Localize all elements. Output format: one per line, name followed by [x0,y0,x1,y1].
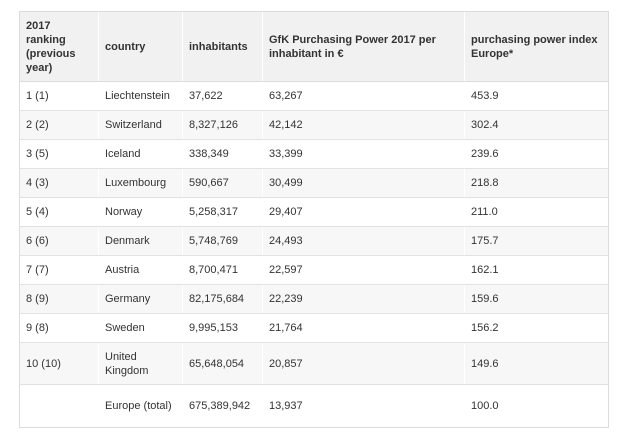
cell-gfk: 22,239 [263,285,465,313]
cell-gfk: 21,764 [263,314,465,342]
table-row: 1 (1) Liechtenstein 37,622 63,267 453.9 [20,82,608,111]
table-row: 2 (2) Switzerland 8,327,126 42,142 302.4 [20,111,608,140]
cell-gfk: 22,597 [263,256,465,284]
cell-index: 211.0 [471,206,498,218]
cell-index: 175.7 [471,235,499,247]
table-row: 3 (5) Iceland 338,349 33,399 239.6 [20,140,608,169]
cell-index: 453.9 [471,90,499,102]
cell-country: Sweden [99,314,183,342]
cell-ranking: 6 (6) [20,227,99,255]
cell-inhabitants: 65,648,054 [183,343,263,384]
cell-inhabitants: 5,258,317 [183,198,263,226]
cell-ranking: 8 (9) [20,285,99,313]
cell-ranking [20,385,99,427]
cell-inhabitants: 8,700,471 [183,256,263,284]
cell-ranking: 2 (2) [20,111,99,139]
header-inhabitants: inhabitants [183,12,263,81]
header-gfk-purchasing-power: GfK Purchasing Power 2017 per inhabitant… [263,12,465,81]
cell-gfk: 33,399 [263,140,465,168]
cell-inhabitants: 8,327,126 [183,111,263,139]
cell-ranking: 7 (7) [20,256,99,284]
cell-index: 156.2 [471,322,499,334]
cell-gfk: 42,142 [263,111,465,139]
table-header-row: 2017 ranking (previous year) country inh… [20,12,608,82]
cell-country: Norway [99,198,183,226]
table-row: 10 (10) United Kingdom 65,648,054 20,857… [20,343,608,385]
header-purchasing-power-index: purchasing power index Europe* [471,33,598,60]
cell-country: Liechtenstein [99,82,183,110]
cell-inhabitants: 37,622 [183,82,263,110]
cell-gfk: 24,493 [263,227,465,255]
cell-inhabitants: 82,175,684 [183,285,263,313]
cell-gfk: 13,937 [263,385,465,427]
cell-ranking: 9 (8) [20,314,99,342]
cell-ranking: 1 (1) [20,82,99,110]
table-row: 5 (4) Norway 5,258,317 29,407 211.0 [20,198,608,227]
cell-index: 162.1 [471,264,499,276]
table-row: 4 (3) Luxembourg 590,667 30,499 218.8 [20,169,608,198]
table-row-total: Europe (total) 675,389,942 13,937 100.0 [20,385,608,427]
cell-gfk: 30,499 [263,169,465,197]
cell-country: Switzerland [99,111,183,139]
purchasing-power-table: 2017 ranking (previous year) country inh… [19,11,609,428]
cell-index: 149.6 [471,357,499,370]
cell-index: 302.4 [471,119,499,131]
cell-ranking: 10 (10) [20,343,99,384]
cell-gfk: 20,857 [263,343,465,384]
cell-index: 100.0 [471,400,499,412]
cell-index: 239.6 [471,148,499,160]
cell-country: Austria [99,256,183,284]
cell-ranking: 5 (4) [20,198,99,226]
cell-country: Denmark [99,227,183,255]
cell-inhabitants: 9,995,153 [183,314,263,342]
cell-country: United Kingdom [99,343,183,384]
cell-country: Iceland [99,140,183,168]
cell-inhabitants: 338,349 [183,140,263,168]
cell-gfk: 29,407 [263,198,465,226]
cell-country: Europe (total) [99,385,183,427]
table-row: 9 (8) Sweden 9,995,153 21,764 156.2 [20,314,608,343]
cell-index: 218.8 [471,177,499,189]
cell-index: 159.6 [471,293,499,305]
cell-country: Germany [99,285,183,313]
header-country: country [99,12,183,81]
table-row: 6 (6) Denmark 5,748,769 24,493 175.7 [20,227,608,256]
table-row: 7 (7) Austria 8,700,471 22,597 162.1 [20,256,608,285]
cell-inhabitants: 590,667 [183,169,263,197]
cell-ranking: 4 (3) [20,169,99,197]
cell-inhabitants: 675,389,942 [183,385,263,427]
cell-gfk: 63,267 [263,82,465,110]
header-ranking: 2017 ranking (previous year) [20,12,99,81]
cell-country: Luxembourg [99,169,183,197]
cell-inhabitants: 5,748,769 [183,227,263,255]
cell-ranking: 3 (5) [20,140,99,168]
table-row: 8 (9) Germany 82,175,684 22,239 159.6 [20,285,608,314]
